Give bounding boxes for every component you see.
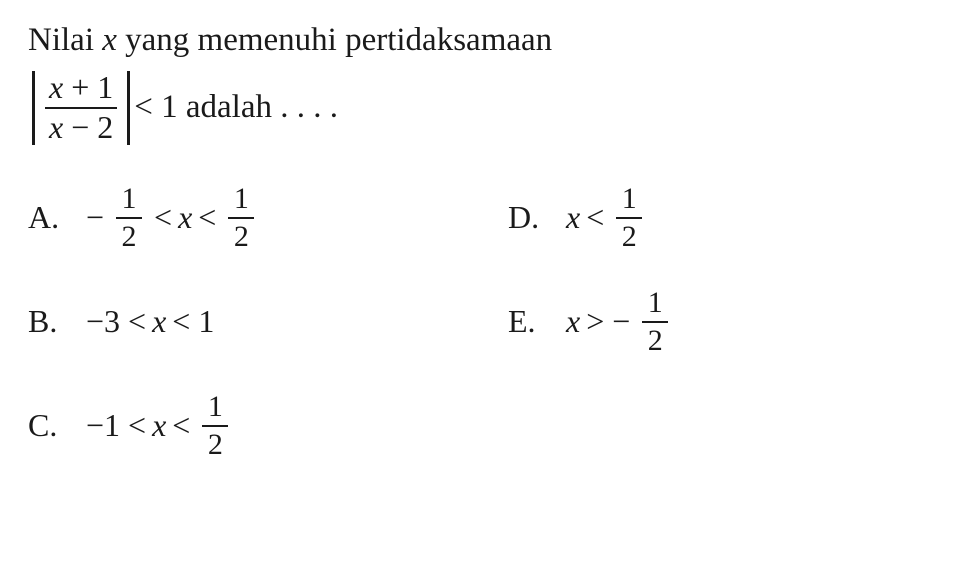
q-relation: < 1 adalah . . . . — [134, 85, 338, 130]
option-a-body: − 1 2 < x < 1 2 — [86, 183, 260, 252]
option-c-body: −1 < x < 1 2 — [86, 391, 234, 460]
abs-bar-left — [32, 71, 35, 145]
e-f-num: 1 — [645, 287, 666, 319]
option-b[interactable]: B. −3 < x < 1 — [28, 275, 498, 369]
option-b-body: −3 < x < 1 — [86, 300, 214, 343]
option-b-label: B. — [28, 300, 86, 343]
d-f-den: 2 — [619, 221, 640, 253]
den-op: − 2 — [63, 109, 113, 145]
a-var: x — [178, 196, 192, 239]
den-var: x — [49, 109, 63, 145]
c-f-num: 1 — [205, 391, 226, 423]
option-e-body: x > − 1 2 — [566, 287, 674, 356]
frac-den: x − 2 — [45, 111, 117, 145]
b-var: x — [152, 300, 166, 343]
c-f-bar — [202, 425, 228, 427]
b-post: < 1 — [172, 300, 214, 343]
e-frac: 1 2 — [642, 287, 668, 356]
a-lt1: < — [154, 196, 172, 239]
num-var: x — [49, 69, 63, 105]
a-neg: − — [86, 196, 104, 239]
option-d-label: D. — [508, 196, 566, 239]
a-f1-den: 2 — [119, 221, 140, 253]
a-f1-num: 1 — [119, 183, 140, 215]
a-f2-bar — [228, 217, 254, 219]
option-c-label: C. — [28, 404, 86, 447]
question-line-1: Nilai x yang memenuhi pertidaksamaan — [28, 18, 942, 63]
c-pre: −1 < — [86, 404, 146, 447]
num-op: + 1 — [63, 69, 113, 105]
d-f-bar — [616, 217, 642, 219]
a-f2-num: 1 — [231, 183, 252, 215]
a-frac2: 1 2 — [228, 183, 254, 252]
q-mid: yang memenuhi pertidaksamaan — [117, 22, 552, 58]
option-a-label: A. — [28, 196, 86, 239]
d-f-num: 1 — [619, 183, 640, 215]
option-a[interactable]: A. − 1 2 < x < 1 2 — [28, 171, 498, 265]
fraction-main: x + 1 x − 2 — [45, 71, 117, 144]
c-f-den: 2 — [205, 429, 226, 461]
d-frac: 1 2 — [616, 183, 642, 252]
option-e[interactable]: E. x > − 1 2 — [508, 275, 908, 369]
e-f-den: 2 — [645, 325, 666, 357]
q-var: x — [102, 22, 117, 58]
e-var: x — [566, 300, 580, 343]
frac-num: x + 1 — [45, 71, 117, 105]
c-frac: 1 2 — [202, 391, 228, 460]
c-lt: < — [172, 404, 190, 447]
option-d[interactable]: D. x < 1 2 — [508, 171, 908, 265]
option-c[interactable]: C. −1 < x < 1 2 — [28, 379, 498, 473]
absolute-value: x + 1 x − 2 — [28, 69, 134, 147]
question-line-2: x + 1 x − 2 < 1 adalah . . . . — [28, 67, 942, 149]
option-e-label: E. — [508, 300, 566, 343]
d-var: x — [566, 196, 580, 239]
options-grid: A. − 1 2 < x < 1 2 D. x < 1 — [28, 171, 942, 473]
c-var: x — [152, 404, 166, 447]
a-lt2: < — [198, 196, 216, 239]
e-gt: > − — [586, 300, 630, 343]
e-f-bar — [642, 321, 668, 323]
option-d-body: x < 1 2 — [566, 183, 648, 252]
a-f1-bar — [116, 217, 142, 219]
a-f2-den: 2 — [231, 221, 252, 253]
b-pre: −3 < — [86, 300, 146, 343]
q-prefix: Nilai — [28, 22, 102, 58]
a-frac1: 1 2 — [116, 183, 142, 252]
abs-bar-right — [127, 71, 130, 145]
d-lt: < — [586, 196, 604, 239]
